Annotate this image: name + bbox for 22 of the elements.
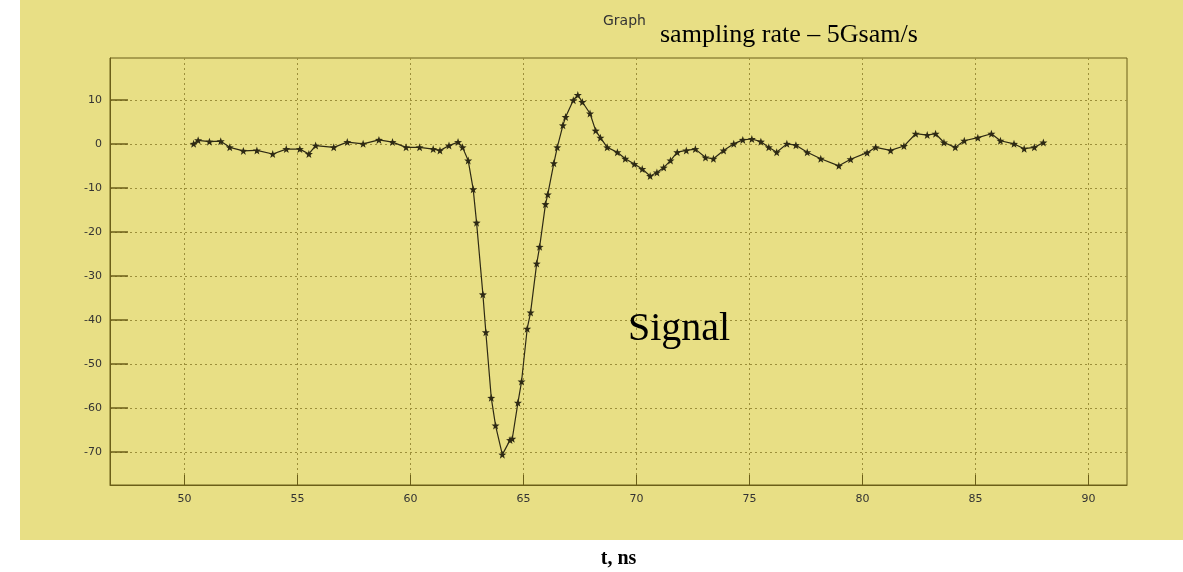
x-tick-label: 60 (403, 492, 418, 505)
annotation: Signal (628, 303, 731, 349)
y-tick-label: -20 (84, 225, 102, 239)
x-tick-label: 65 (516, 492, 531, 505)
x-tick-label: 70 (629, 492, 644, 505)
text: sampling rate – 5Gsam/s (660, 18, 918, 48)
y-tick-label: -50 (84, 357, 102, 371)
x-tick-label: 75 (742, 492, 757, 505)
x-tick-label: 50 (177, 492, 192, 505)
y-tick-label: 10 (88, 93, 102, 107)
chart-title: Graph (603, 12, 646, 28)
y-tick-label: -10 (84, 181, 102, 195)
x-tick-label: 90 (1081, 492, 1096, 505)
y-tick-label: -60 (84, 401, 102, 415)
x-tick-label: 80 (855, 492, 870, 505)
y-tick-label: -40 (84, 313, 102, 327)
x-tick-label: 55 (290, 492, 305, 505)
y-tick-label: -70 (84, 445, 102, 459)
x-axis-title: t, ns (600, 546, 637, 568)
y-tick-label: -30 (84, 269, 102, 283)
x-tick-label: 85 (968, 492, 983, 505)
y-tick-label: 0 (95, 137, 102, 151)
